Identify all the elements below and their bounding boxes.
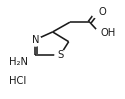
Text: HCl: HCl <box>9 76 27 86</box>
Text: OH: OH <box>101 28 116 38</box>
Text: H₂N: H₂N <box>8 57 28 67</box>
Text: S: S <box>57 50 63 60</box>
Text: O: O <box>98 7 106 17</box>
Text: N: N <box>32 35 39 45</box>
